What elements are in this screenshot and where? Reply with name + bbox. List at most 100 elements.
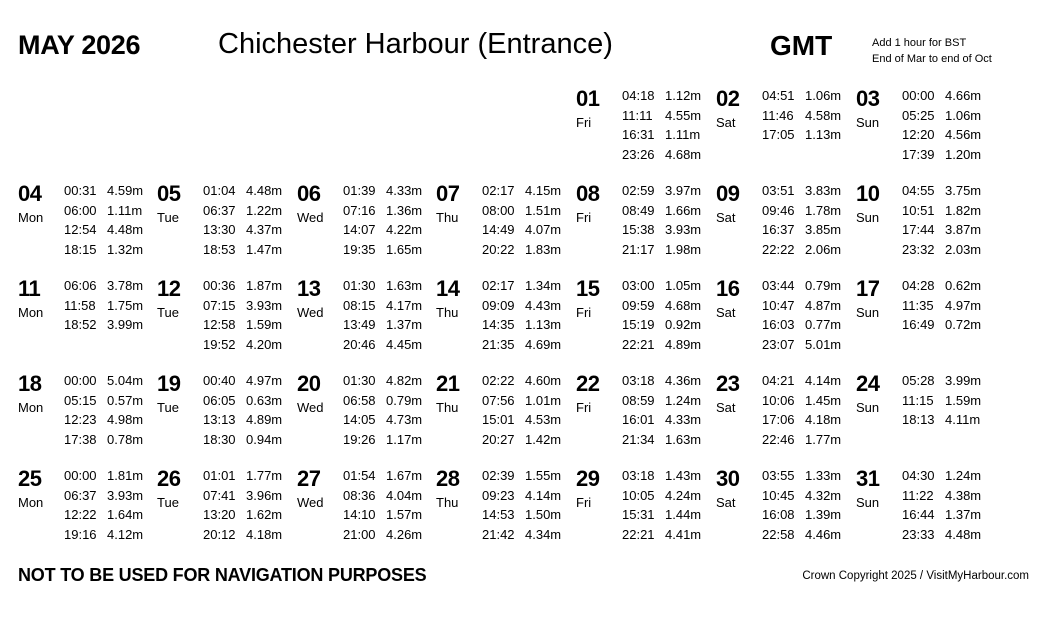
tide-height: 0.78m [107, 431, 144, 447]
tide-time: 03:18 [622, 373, 655, 388]
tide-list: 04:30 1.24m 11:22 4.38m 16:44 1.37m 23:33 4.48m [902, 466, 997, 544]
tide-time: 21:42 [482, 526, 515, 542]
tide-height: 3.78m [107, 278, 144, 293]
tide-entry: 08:59 1.24m [622, 391, 717, 411]
tide-time: 14:49 [482, 222, 515, 237]
week-row: 11 Mon 06:06 3.78m 11:58 1.75m 18:52 3.99m 12 Tue… [0, 274, 1043, 369]
tide-height: 1.98m [665, 241, 702, 257]
tide-time: 04:21 [762, 373, 795, 388]
tide-entry: 20:27 1.42m [482, 430, 577, 450]
tide-list: 01:01 1.77m 07:41 3.96m 13:20 1.62m 20:12 4.18m [203, 466, 298, 544]
tide-height: 4.48m [107, 222, 144, 237]
tide-entry: 21:34 1.63m [622, 430, 717, 450]
tide-entry: 21:00 4.26m [343, 525, 438, 545]
tide-entry: 16:31 1.11m [622, 125, 717, 145]
tide-time: 12:58 [203, 317, 236, 332]
tide-height: 4.97m [945, 297, 982, 313]
tide-entry: 18:30 0.94m [203, 430, 298, 450]
day-number: 19 [157, 371, 181, 396]
tide-entry: 19:26 1.17m [343, 430, 438, 450]
tide-time: 18:53 [203, 241, 236, 257]
tide-height: 0.79m [386, 392, 423, 408]
tide-time: 20:46 [343, 336, 376, 352]
tide-entry: 00:40 4.97m [203, 371, 298, 391]
day-of-week: Mon [18, 305, 44, 320]
tide-time: 21:17 [622, 241, 655, 257]
tide-height: 4.48m [246, 183, 283, 198]
month-title: MAY 2026 [18, 30, 141, 60]
tide-entry: 08:36 4.04m [343, 486, 438, 506]
tide-time: 21:34 [622, 431, 655, 447]
tide-list: 02:39 1.55m 09:23 4.14m 14:53 1.50m 21:42 4.34m [482, 466, 577, 544]
tide-height: 4.68m [665, 297, 702, 313]
tide-time: 13:49 [343, 317, 376, 332]
tide-entry: 11:35 4.97m [902, 296, 997, 316]
tide-time: 18:15 [64, 241, 97, 257]
tide-height: 0.94m [246, 431, 283, 447]
tide-time: 01:01 [203, 468, 236, 483]
day-cell-31: 31 Sun 04:30 1.24m 11:22 4.38m 16:44 1.37m 23:33… [856, 464, 996, 559]
day-cell-27: 27 Wed 01:54 1.67m 08:36 4.04m 14:10 1.57m 21:00… [297, 464, 437, 559]
day-number: 22 [576, 371, 600, 396]
tide-time: 09:59 [622, 297, 655, 313]
tide-time: 11:58 [64, 297, 96, 313]
tide-time: 01:39 [343, 183, 376, 198]
empty-day-cell [436, 84, 576, 179]
tide-height: 4.55m [665, 107, 702, 123]
location-title: Chichester Harbour (Entrance) [218, 28, 613, 60]
tide-height: 4.43m [525, 297, 562, 313]
tide-height: 4.73m [386, 412, 423, 427]
day-number: 03 [856, 86, 880, 111]
tide-entry: 09:09 4.43m [482, 296, 577, 316]
tide-entry: 17:05 1.13m [762, 125, 857, 145]
tide-height: 4.36m [665, 373, 702, 388]
tide-time: 06:05 [203, 392, 236, 408]
week-row: 01 Fri 04:18 1.12m 11:11 4.55m 16:31 1.11m 23:26… [0, 84, 1043, 179]
tide-height: 4.89m [246, 412, 283, 427]
tide-list: 06:06 3.78m 11:58 1.75m 18:52 3.99m [64, 276, 159, 335]
tide-height: 4.37m [246, 222, 283, 237]
tide-time: 19:16 [64, 526, 97, 542]
tide-time: 00:31 [64, 183, 97, 198]
tide-time: 10:45 [762, 487, 795, 503]
tide-height: 4.97m [246, 373, 283, 388]
tide-height: 4.18m [246, 526, 283, 542]
tide-entry: 07:16 1.36m [343, 201, 438, 221]
tide-height: 1.45m [805, 392, 842, 408]
tide-entry: 09:46 1.78m [762, 201, 857, 221]
tide-entry: 10:51 1.82m [902, 201, 997, 221]
tide-entry: 12:20 4.56m [902, 125, 997, 145]
tide-entry: 00:36 1.87m [203, 276, 298, 296]
tide-height: 4.32m [805, 487, 842, 503]
tide-height: 3.97m [665, 183, 702, 198]
tide-entry: 21:17 1.98m [622, 240, 717, 260]
tide-height: 1.11m [107, 202, 143, 218]
tide-entry: 14:53 1.50m [482, 505, 577, 525]
tide-entry: 07:41 3.96m [203, 486, 298, 506]
day-cell-19: 19 Tue 00:40 4.97m 06:05 0.63m 13:13 4.89m 18:30… [157, 369, 297, 464]
tide-height: 4.22m [386, 222, 423, 237]
tide-time: 11:46 [762, 107, 794, 123]
tide-height: 1.81m [107, 468, 144, 483]
tide-time: 06:58 [343, 392, 376, 408]
tide-height: 1.64m [107, 507, 144, 522]
tide-entry: 02:17 4.15m [482, 181, 577, 201]
tide-entry: 16:01 4.33m [622, 410, 717, 430]
tide-entry: 04:28 0.62m [902, 276, 997, 296]
day-of-week: Sat [716, 115, 736, 130]
tide-time: 15:01 [482, 412, 515, 427]
tide-height: 1.01m [525, 392, 562, 408]
tide-time: 00:00 [902, 88, 935, 103]
tide-height: 4.20m [246, 336, 283, 352]
tide-height: 4.14m [525, 487, 562, 503]
tide-entry: 17:39 1.20m [902, 145, 997, 165]
tide-entry: 05:25 1.06m [902, 106, 997, 126]
tide-entry: 14:35 1.13m [482, 315, 577, 335]
tide-list: 04:28 0.62m 11:35 4.97m 16:49 0.72m [902, 276, 997, 335]
tide-height: 4.59m [107, 183, 144, 198]
tide-entry: 13:13 4.89m [203, 410, 298, 430]
tide-height: 1.83m [525, 241, 562, 257]
week-row: 25 Mon 00:00 1.81m 06:37 3.93m 12:22 1.64m 19:16… [0, 464, 1043, 559]
tide-height: 1.78m [805, 202, 842, 218]
tide-time: 22:22 [762, 241, 795, 257]
